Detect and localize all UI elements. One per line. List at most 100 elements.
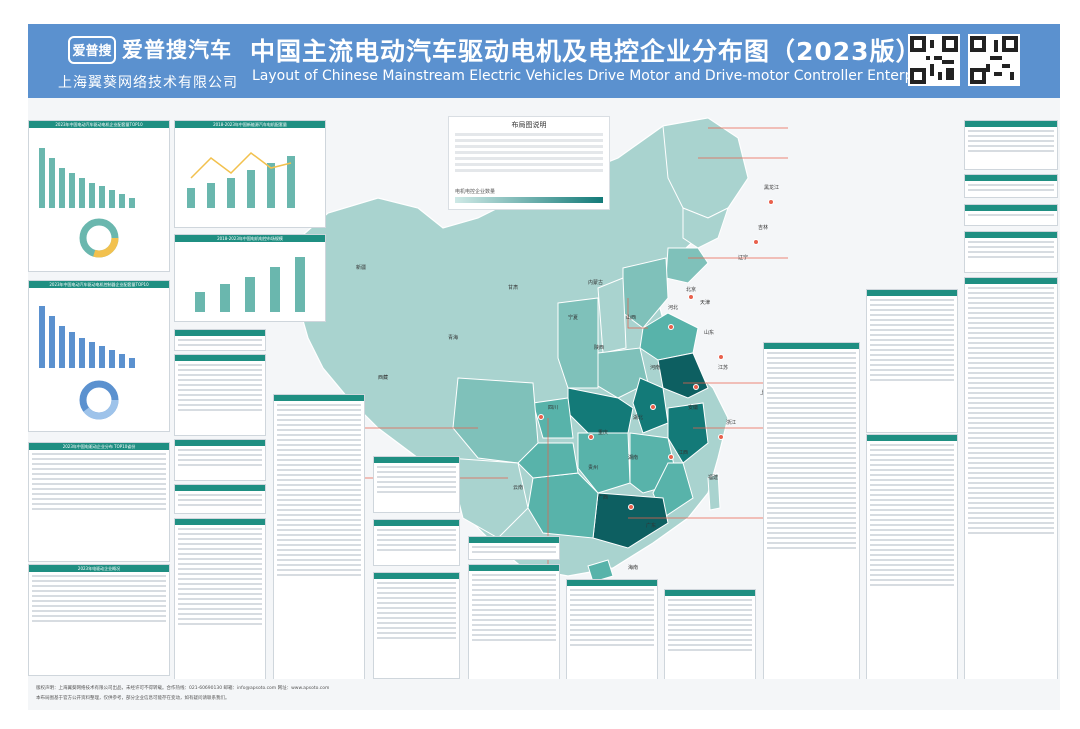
city-dot[interactable]: [688, 294, 694, 300]
province-label: 广西: [598, 495, 609, 501]
poster: 爱普搜 爱普搜汽车 上海翼葵网络技术有限公司 中国主流电动汽车驱动电机及电控企业…: [28, 24, 1060, 710]
company-list-panel: [373, 572, 460, 679]
province-label: 甘肃: [508, 285, 519, 291]
legend-title: 布局图说明: [511, 121, 547, 129]
province-label: 贵州: [588, 465, 599, 471]
province-label: 青海: [448, 335, 459, 341]
chart-panel: 2023年中国电动汽车驱动电机控制器企业配套量TOP10: [28, 280, 170, 432]
region-hainan: [587, 559, 614, 583]
company-list-panel: [373, 519, 460, 566]
province-label: 吉林: [758, 225, 769, 231]
city-dot[interactable]: [668, 324, 674, 330]
chart-panel: 2018-2023年中国新能源汽车电机配套量: [174, 120, 326, 228]
company-list-panel: [964, 277, 1058, 681]
chart-panel: 2023年电驱动企业概况: [28, 564, 170, 676]
page-title: 中国主流电动汽车驱动电机及电控企业分布图（2023版）: [250, 37, 922, 66]
region-jilin: [682, 207, 729, 249]
province-label: 内蒙古: [588, 280, 604, 286]
china-map[interactable]: [268, 98, 788, 618]
chart-caption: 2023年电驱动企业概况: [29, 565, 169, 572]
chart-panel: 2023年中国电动汽车驱动电机企业配套量TOP10: [28, 120, 170, 272]
company-list-panel: [964, 204, 1058, 226]
bar-chart: [39, 306, 135, 420]
company-list-panel: [964, 231, 1058, 273]
city-dot[interactable]: [718, 434, 724, 440]
province-label: 辽宁: [738, 255, 749, 261]
logo[interactable]: 爱普搜 爱普搜汽车 上海翼葵网络技术有限公司: [38, 32, 243, 92]
province-label: 重庆: [598, 430, 609, 436]
city-dot[interactable]: [538, 414, 544, 420]
region-taiwan: [707, 472, 721, 511]
company-list-panel: [174, 329, 266, 351]
region-shanxi: [597, 277, 627, 354]
region-liaoning: [665, 247, 709, 284]
qr-code-icon[interactable]: [908, 34, 960, 86]
province-label: 广东: [646, 523, 657, 529]
legend-range-label: 电机电控企业数量: [455, 189, 496, 195]
chart-panel: 2023年中国电驱动企业分布 TOP10省份: [28, 442, 170, 562]
chart-panel: 2018-2023年中国电机电控市场规模: [174, 234, 326, 322]
footer-disclaimer: 本布局图基于官方公开资料整理，仅供参考，部分企业信息可能存在变动，如有疑问请联系…: [36, 696, 230, 701]
province-label: 湖北: [633, 415, 644, 421]
chart-caption: 2023年中国电驱动企业分布 TOP10省份: [29, 443, 169, 450]
province-label: 湖南: [628, 455, 639, 461]
province-label: 江西: [678, 450, 689, 456]
province-label: 黑龙江: [764, 185, 780, 191]
province-label: 河北: [668, 305, 679, 311]
chart-caption: 2023年中国电动汽车驱动电机企业配套量TOP10: [29, 121, 169, 128]
logo-badge: 爱普搜: [68, 36, 116, 64]
province-label: 安徽: [688, 405, 699, 411]
city-dot[interactable]: [768, 199, 774, 205]
company-list-panel: [468, 564, 560, 681]
company-list-panel: [866, 434, 958, 681]
company-list-panel: [468, 536, 560, 560]
city-dot[interactable]: [753, 239, 759, 245]
region-hunan: [577, 432, 631, 494]
company-list-panel: [174, 439, 266, 481]
company-list-panel: [964, 120, 1058, 170]
province-label: 江苏: [718, 365, 729, 371]
region-zhejiang: [667, 402, 709, 464]
city-dot[interactable]: [628, 504, 634, 510]
company-list-panel: [866, 289, 958, 433]
logo-name: 爱普搜汽车: [122, 38, 232, 62]
header-banner: 爱普搜 爱普搜汽车 上海翼葵网络技术有限公司 中国主流电动汽车驱动电机及电控企业…: [28, 24, 1060, 98]
qr-code-icon[interactable]: [968, 34, 1020, 86]
province-label: 福建: [708, 475, 719, 481]
province-label: 新疆: [356, 265, 367, 271]
page-subtitle: Layout of Chinese Mainstream Electric Ve…: [252, 68, 947, 84]
city-dot[interactable]: [588, 434, 594, 440]
chart-caption: 2018-2023年中国电机电控市场规模: [175, 235, 325, 242]
legend-scale: [455, 197, 603, 203]
province-label: 海南: [628, 565, 639, 571]
bar-chart: [39, 148, 135, 258]
city-dot[interactable]: [693, 384, 699, 390]
chart-caption: 2023年中国电动汽车驱动电机控制器企业配套量TOP10: [29, 281, 169, 288]
region-chongqing: [532, 397, 574, 439]
city-dot[interactable]: [650, 404, 656, 410]
province-label: 北京: [686, 287, 697, 293]
footer-copyright: 版权声明：上海翼葵网络技术有限公司出品，未经许可不得转载。合作热线：021-60…: [36, 686, 330, 691]
province-label: 宁夏: [568, 315, 579, 321]
company-list-panel: [174, 518, 266, 680]
combo-chart: [187, 152, 295, 208]
region-shaanxi: [557, 297, 599, 389]
company-list-panel: [174, 484, 266, 514]
company-list-panel: [174, 354, 266, 436]
company-list-panel: [566, 579, 658, 681]
city-dot[interactable]: [718, 354, 724, 360]
province-label: 陕西: [594, 345, 605, 351]
city-dot[interactable]: [668, 454, 674, 460]
province-label: 山西: [626, 315, 637, 321]
company-list-panel: [964, 174, 1058, 198]
company-name: 上海翼葵网络技术有限公司: [58, 75, 238, 91]
province-label: 浙江: [726, 420, 737, 426]
company-list-panel: [273, 394, 365, 681]
province-label: 西藏: [378, 375, 389, 381]
chart-caption: 2018-2023年中国新能源汽车电机配套量: [175, 121, 325, 128]
company-list-panel: [763, 342, 860, 681]
province-label: 云南: [513, 485, 524, 491]
province-label: 河南: [650, 365, 661, 371]
province-label: 四川: [548, 405, 559, 411]
footer: 版权声明：上海翼葵网络技术有限公司出品，未经许可不得转载。合作热线：021-60…: [28, 679, 1060, 710]
